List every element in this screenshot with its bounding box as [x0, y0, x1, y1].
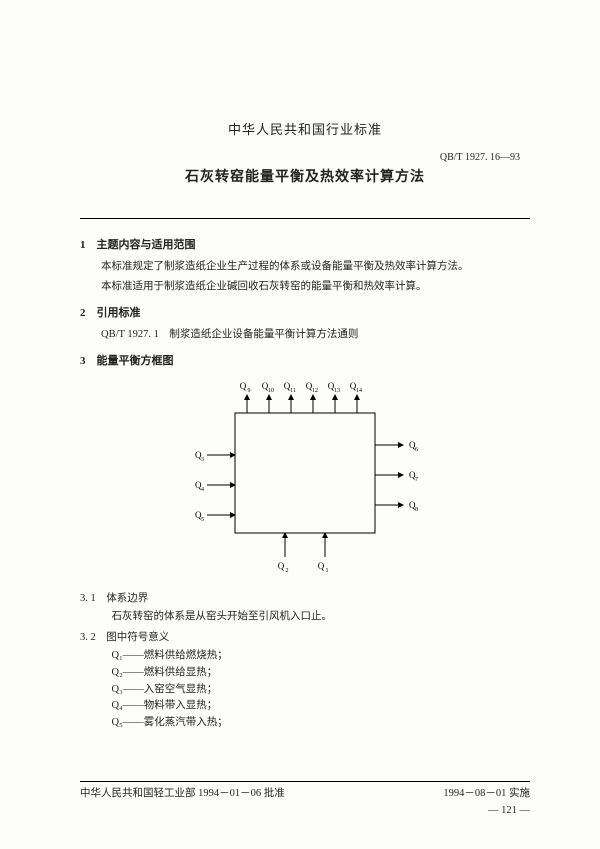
svg-text:13: 13: [334, 388, 340, 394]
svg-text:8: 8: [415, 507, 418, 513]
svg-text:Q: Q: [278, 561, 285, 571]
section-1-p2: 本标准适用于制浆造纸企业碱回收石灰转窑的能量平衡和热效率计算。: [80, 279, 530, 295]
svg-text:3: 3: [201, 457, 204, 463]
svg-text:Q: Q: [240, 381, 247, 391]
section-3-2-head: 3. 2 图中符号意义: [80, 630, 530, 646]
svg-text:6: 6: [415, 447, 418, 453]
svg-text:11: 11: [290, 388, 296, 394]
symbol-item: Q₃——入窑空气显热；: [112, 682, 531, 698]
svg-text:4: 4: [201, 487, 204, 493]
svg-text:9: 9: [248, 388, 251, 394]
main-title: 石灰转窑能量平衡及热效率计算方法: [80, 167, 530, 188]
footer: 中华人民共和国轻工业部 1994－01－06 批准 1994－08－01 实施: [80, 786, 530, 802]
page: 中华人民共和国行业标准 QB/T 1927. 16—93 石灰转窑能量平衡及热效…: [0, 0, 600, 849]
footer-rule: [80, 781, 530, 782]
section-1-p1: 本标准规定了制浆造纸企业生产过程的体系或设备能量平衡及热效率计算方法。: [80, 259, 530, 275]
svg-text:5: 5: [201, 517, 204, 523]
section-2-ref: QB/T 1927. 1 制浆造纸企业设备能量平衡计算方法通则: [101, 327, 530, 343]
standard-code: QB/T 1927. 16—93: [80, 150, 530, 165]
footer-effective: 1994－08－01 实施: [443, 786, 530, 802]
super-title: 中华人民共和国行业标准: [80, 120, 530, 140]
title-rule: [80, 218, 530, 219]
svg-text:2: 2: [286, 568, 289, 574]
energy-balance-diagram: Q9Q10Q11Q12Q13Q14Q3Q4Q5Q6Q7Q8Q2Q1: [80, 375, 530, 581]
svg-text:12: 12: [312, 388, 318, 394]
symbol-item: Q₂——燃料供给显热；: [112, 665, 531, 681]
svg-text:Q: Q: [318, 561, 325, 571]
footer-approval: 中华人民共和国轻工业部 1994－01－06 批准: [80, 786, 285, 802]
section-2-head: 2 引用标准: [80, 305, 530, 322]
section-1-head: 1 主题内容与适用范围: [80, 237, 530, 254]
svg-text:14: 14: [356, 388, 362, 394]
symbol-list: Q₁——燃料供给燃烧热；Q₂——燃料供给显热；Q₃——入窑空气显热；Q₄——物料…: [112, 648, 531, 731]
header-block: 中华人民共和国行业标准 QB/T 1927. 16—93 石灰转窑能量平衡及热效…: [80, 120, 530, 188]
section-3-1-head: 3. 1 体系边界: [80, 591, 530, 607]
symbol-item: Q₅——雾化蒸汽带入热；: [112, 715, 531, 731]
symbol-item: Q₁——燃料供给燃烧热；: [112, 648, 531, 664]
page-number: — 121 —: [80, 803, 530, 819]
symbol-item: Q₄——物料带入显热；: [112, 698, 531, 714]
svg-text:10: 10: [268, 388, 274, 394]
svg-text:7: 7: [415, 477, 418, 483]
section-3-1-p: 石灰转窑的体系是从窑头开始至引风机入口止。: [80, 609, 530, 625]
section-3-head: 3 能量平衡方框图: [80, 353, 530, 370]
svg-text:1: 1: [326, 568, 329, 574]
